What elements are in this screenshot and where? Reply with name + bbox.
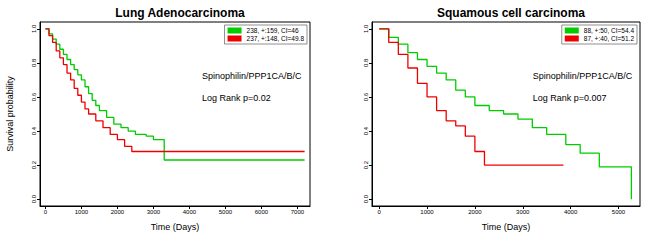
svg-text:2000: 2000 bbox=[468, 209, 482, 215]
svg-text:87, +:40, CI=51.2: 87, +:40, CI=51.2 bbox=[584, 35, 635, 42]
svg-text:0.6: 0.6 bbox=[31, 92, 37, 101]
svg-text:1000: 1000 bbox=[420, 209, 434, 215]
svg-text:6000: 6000 bbox=[255, 209, 269, 215]
svg-text:0.8: 0.8 bbox=[31, 58, 37, 67]
svg-text:Spinophilin/PPP1CA/B/C: Spinophilin/PPP1CA/B/C bbox=[202, 71, 302, 81]
svg-text:1000: 1000 bbox=[75, 209, 89, 215]
svg-text:2000: 2000 bbox=[111, 209, 125, 215]
svg-text:237, +:148, CI=49.8: 237, +:148, CI=49.8 bbox=[247, 35, 305, 42]
svg-text:0.4: 0.4 bbox=[31, 126, 37, 135]
svg-text:Spinophilin/PPP1CA/B/C: Spinophilin/PPP1CA/B/C bbox=[533, 71, 633, 81]
svg-text:Time (Days): Time (Days) bbox=[151, 222, 200, 232]
svg-text:Lung Adenocarcinoma: Lung Adenocarcinoma bbox=[115, 6, 245, 20]
svg-text:3000: 3000 bbox=[516, 209, 530, 215]
svg-text:Log Rank p=0.02: Log Rank p=0.02 bbox=[202, 93, 271, 103]
svg-text:4000: 4000 bbox=[183, 209, 197, 215]
svg-text:Squamous cell carcinoma: Squamous cell carcinoma bbox=[437, 6, 585, 20]
svg-text:5000: 5000 bbox=[219, 209, 233, 215]
svg-text:3000: 3000 bbox=[147, 209, 161, 215]
svg-text:5000: 5000 bbox=[612, 209, 626, 215]
svg-text:1.0: 1.0 bbox=[31, 24, 37, 33]
svg-text:0: 0 bbox=[44, 209, 48, 215]
svg-text:Survival probability: Survival probability bbox=[5, 76, 15, 152]
svg-text:Time (Days): Time (Days) bbox=[482, 222, 531, 232]
svg-text:0: 0 bbox=[378, 209, 382, 215]
svg-text:88, +:50, CI=54.4: 88, +:50, CI=54.4 bbox=[584, 27, 635, 34]
svg-text:0.0: 0.0 bbox=[31, 194, 37, 203]
svg-text:0.2: 0.2 bbox=[31, 160, 37, 169]
svg-text:0.4: 0.4 bbox=[363, 126, 369, 135]
svg-text:4000: 4000 bbox=[564, 209, 578, 215]
svg-text:1.0: 1.0 bbox=[363, 24, 369, 33]
svg-text:0.2: 0.2 bbox=[363, 160, 369, 169]
svg-text:0.6: 0.6 bbox=[363, 92, 369, 101]
svg-text:238, +:159, CI=46: 238, +:159, CI=46 bbox=[247, 27, 299, 34]
svg-text:Log Rank p=0.007: Log Rank p=0.007 bbox=[533, 93, 607, 103]
svg-text:0.0: 0.0 bbox=[363, 194, 369, 203]
svg-text:7000: 7000 bbox=[291, 209, 305, 215]
svg-text:0.8: 0.8 bbox=[363, 58, 369, 67]
